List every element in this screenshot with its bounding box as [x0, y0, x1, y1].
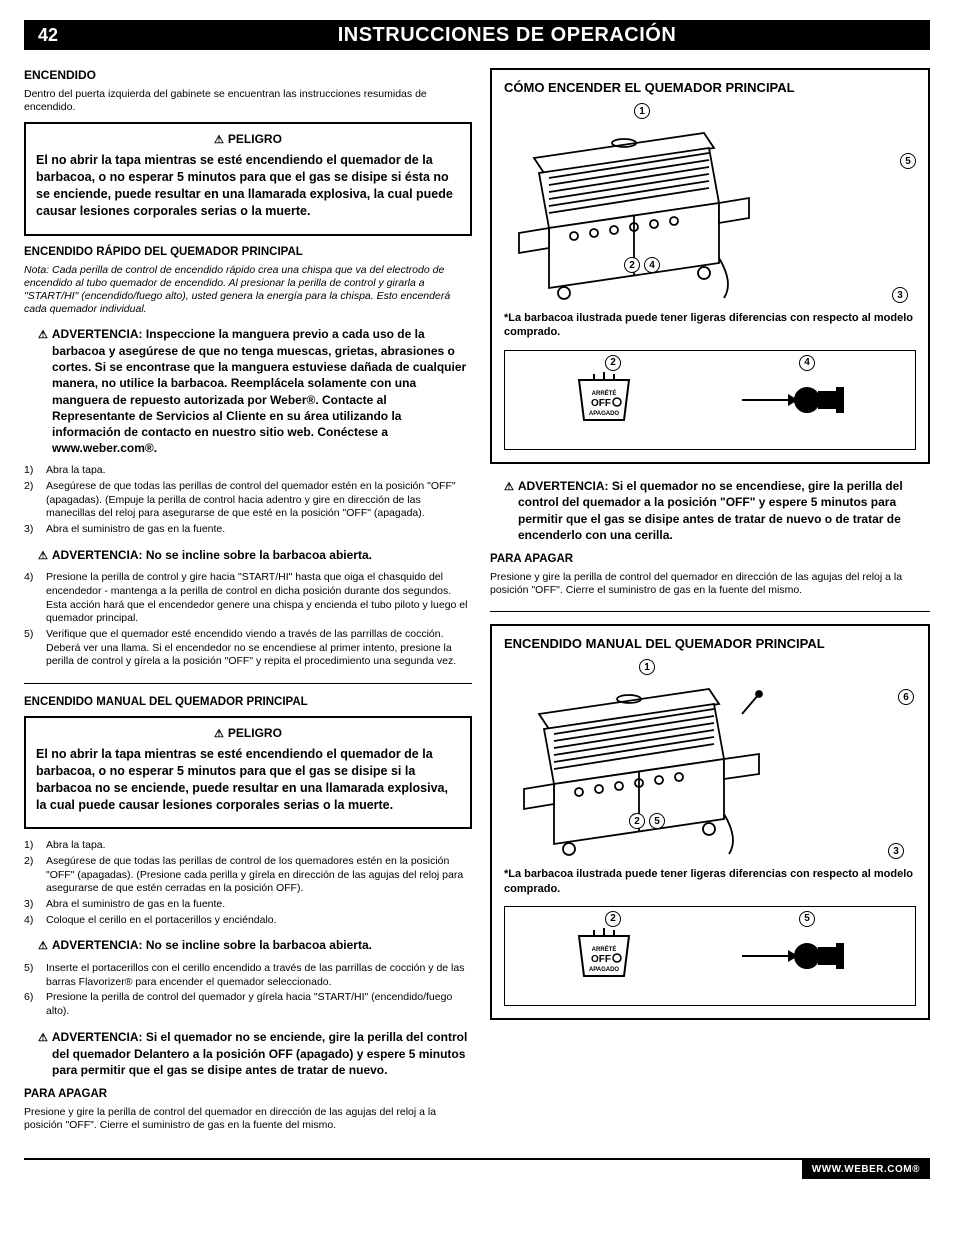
step-a-3: Abra el suministro de gas en la fuente. — [46, 523, 225, 537]
knob-off-icon-2: ARRÊTÉ OFF APAGADO — [559, 916, 649, 996]
step-d-6: Presione la perilla de control del quema… — [46, 991, 472, 1018]
svg-text:ARRÊTÉ: ARRÊTÉ — [591, 945, 616, 953]
svg-text:OFF: OFF — [591, 398, 611, 409]
encendido-intro: Dentro del puerta izquierda del gabinete… — [24, 88, 472, 114]
callout-3b: 3 — [888, 843, 904, 859]
divider-2 — [490, 611, 930, 612]
knob-diagram-1: 2 4 ARRÊTÉ OFF APAGADO — [504, 350, 916, 450]
illus-2-title: ENCENDIDO MANUAL DEL QUEMADOR PRINCIPAL — [504, 636, 916, 651]
illustration-box-2: ENCENDIDO MANUAL DEL QUEMADOR PRINCIPAL — [490, 624, 930, 1020]
left-column: ENCENDIDO Dentro del puerta izquierda de… — [24, 68, 472, 1138]
manual-ignition-heading: ENCENDIDO MANUAL DEL QUEMADOR PRINCIPAL — [24, 696, 472, 708]
knob-off-icon: ARRÊTÉ OFF APAGADO — [559, 360, 649, 440]
callout-2: 2 — [624, 257, 640, 273]
knob-diagram-2: 2 5 ARRÊTÉ OFF APAGADO — [504, 906, 916, 1006]
divider-1 — [24, 683, 472, 684]
step-a-2: Asegúrese de que todas las perillas de c… — [46, 480, 472, 521]
apagar-heading-right: PARA APAGAR — [490, 553, 930, 565]
knob-callout-2: 2 — [605, 355, 621, 371]
danger-2-heading: PELIGRO — [36, 726, 460, 740]
callout-4: 4 — [644, 257, 660, 273]
page-banner: 42 INSTRUCCIONES DE OPERACIÓN — [24, 20, 930, 50]
apagar-body-right: Presione y gire la perilla de control de… — [490, 571, 930, 597]
grill-illustration-2 — [504, 659, 774, 859]
danger-1-heading: PELIGRO — [36, 132, 460, 146]
steps-d: 5)Inserte el portacerillos con el cerill… — [24, 962, 472, 1019]
right-column: CÓMO ENCENDER EL QUEMADOR PRINCIPAL — [490, 68, 930, 1138]
grill-illustration-1 — [504, 103, 754, 303]
warn-off-1: ADVERTENCIA: Si el quemador no se encien… — [24, 1029, 472, 1078]
svg-text:ARRÊTÉ: ARRÊTÉ — [591, 389, 616, 397]
illustration-box-1: CÓMO ENCENDER EL QUEMADOR PRINCIPAL — [490, 68, 930, 464]
page-number: 42 — [24, 25, 84, 46]
danger-box-1: PELIGRO El no abrir la tapa mientras se … — [24, 122, 472, 236]
warn-lean-1: ADVERTENCIA: No se incline sobre la barb… — [24, 547, 472, 564]
page-footer: WWW.WEBER.COM® — [24, 1158, 930, 1179]
callout-6: 6 — [898, 689, 914, 705]
warn-hose: ADVERTENCIA: Inspeccione la manguera pre… — [24, 326, 472, 456]
step-d-5: Inserte el portacerillos con el cerillo … — [46, 962, 472, 989]
rapid-ignition-heading: ENCENDIDO RÁPIDO DEL QUEMADOR PRINCIPAL — [24, 246, 472, 258]
svg-text:APAGADO: APAGADO — [588, 411, 619, 417]
danger-box-2: PELIGRO El no abrir la tapa mientras se … — [24, 716, 472, 830]
step-c-1: Abra la tapa. — [46, 839, 106, 853]
svg-text:OFF: OFF — [591, 954, 611, 965]
illus-1-title: CÓMO ENCENDER EL QUEMADOR PRINCIPAL — [504, 80, 916, 95]
knob-callout-5b: 5 — [799, 911, 815, 927]
encendido-heading: ENCENDIDO — [24, 68, 472, 82]
knob-callout-2b: 2 — [605, 911, 621, 927]
callout-1: 1 — [634, 103, 650, 119]
step-b-5: Verifique que el quemador esté encendido… — [46, 628, 472, 669]
step-a-1: Abra la tapa. — [46, 464, 106, 478]
svg-text:APAGADO: APAGADO — [588, 967, 619, 973]
knob-push-icon — [732, 360, 862, 440]
steps-b: 4)Presione la perilla de control y gire … — [24, 571, 472, 668]
knob-callout-4: 4 — [799, 355, 815, 371]
callout-3: 3 — [892, 287, 908, 303]
step-b-4: Presione la perilla de control y gire ha… — [46, 571, 472, 626]
illus-1-caption: *La barbacoa ilustrada puede tener liger… — [504, 311, 916, 340]
warn-off-2: ADVERTENCIA: Si el quemador no se encend… — [490, 478, 930, 543]
step-c-4: Coloque el cerillo en el portacerillos y… — [46, 914, 277, 928]
step-c-3: Abra el suministro de gas en la fuente. — [46, 898, 225, 912]
steps-c: 1)Abra la tapa. 2)Asegúrese de que todas… — [24, 839, 472, 927]
danger-1-body: El no abrir la tapa mientras se esté enc… — [36, 152, 460, 220]
steps-a: 1)Abra la tapa. 2)Asegúrese de que todas… — [24, 464, 472, 536]
illus-2-caption: *La barbacoa ilustrada puede tener liger… — [504, 867, 916, 896]
knob-push-icon-2 — [732, 916, 862, 996]
rapid-ignition-note: Nota: Cada perilla de control de encendi… — [24, 264, 472, 317]
apagar-body-left: Presione y gire la perilla de control de… — [24, 1106, 472, 1132]
banner-title: INSTRUCCIONES DE OPERACIÓN — [84, 24, 930, 47]
apagar-heading-left: PARA APAGAR — [24, 1088, 472, 1100]
warn-lean-2: ADVERTENCIA: No se incline sobre la barb… — [24, 937, 472, 954]
callout-5: 5 — [900, 153, 916, 169]
footer-url: WWW.WEBER.COM® — [802, 1160, 930, 1179]
step-c-2: Asegúrese de que todas las perillas de c… — [46, 855, 472, 896]
danger-2-body: El no abrir la tapa mientras se esté enc… — [36, 746, 460, 814]
